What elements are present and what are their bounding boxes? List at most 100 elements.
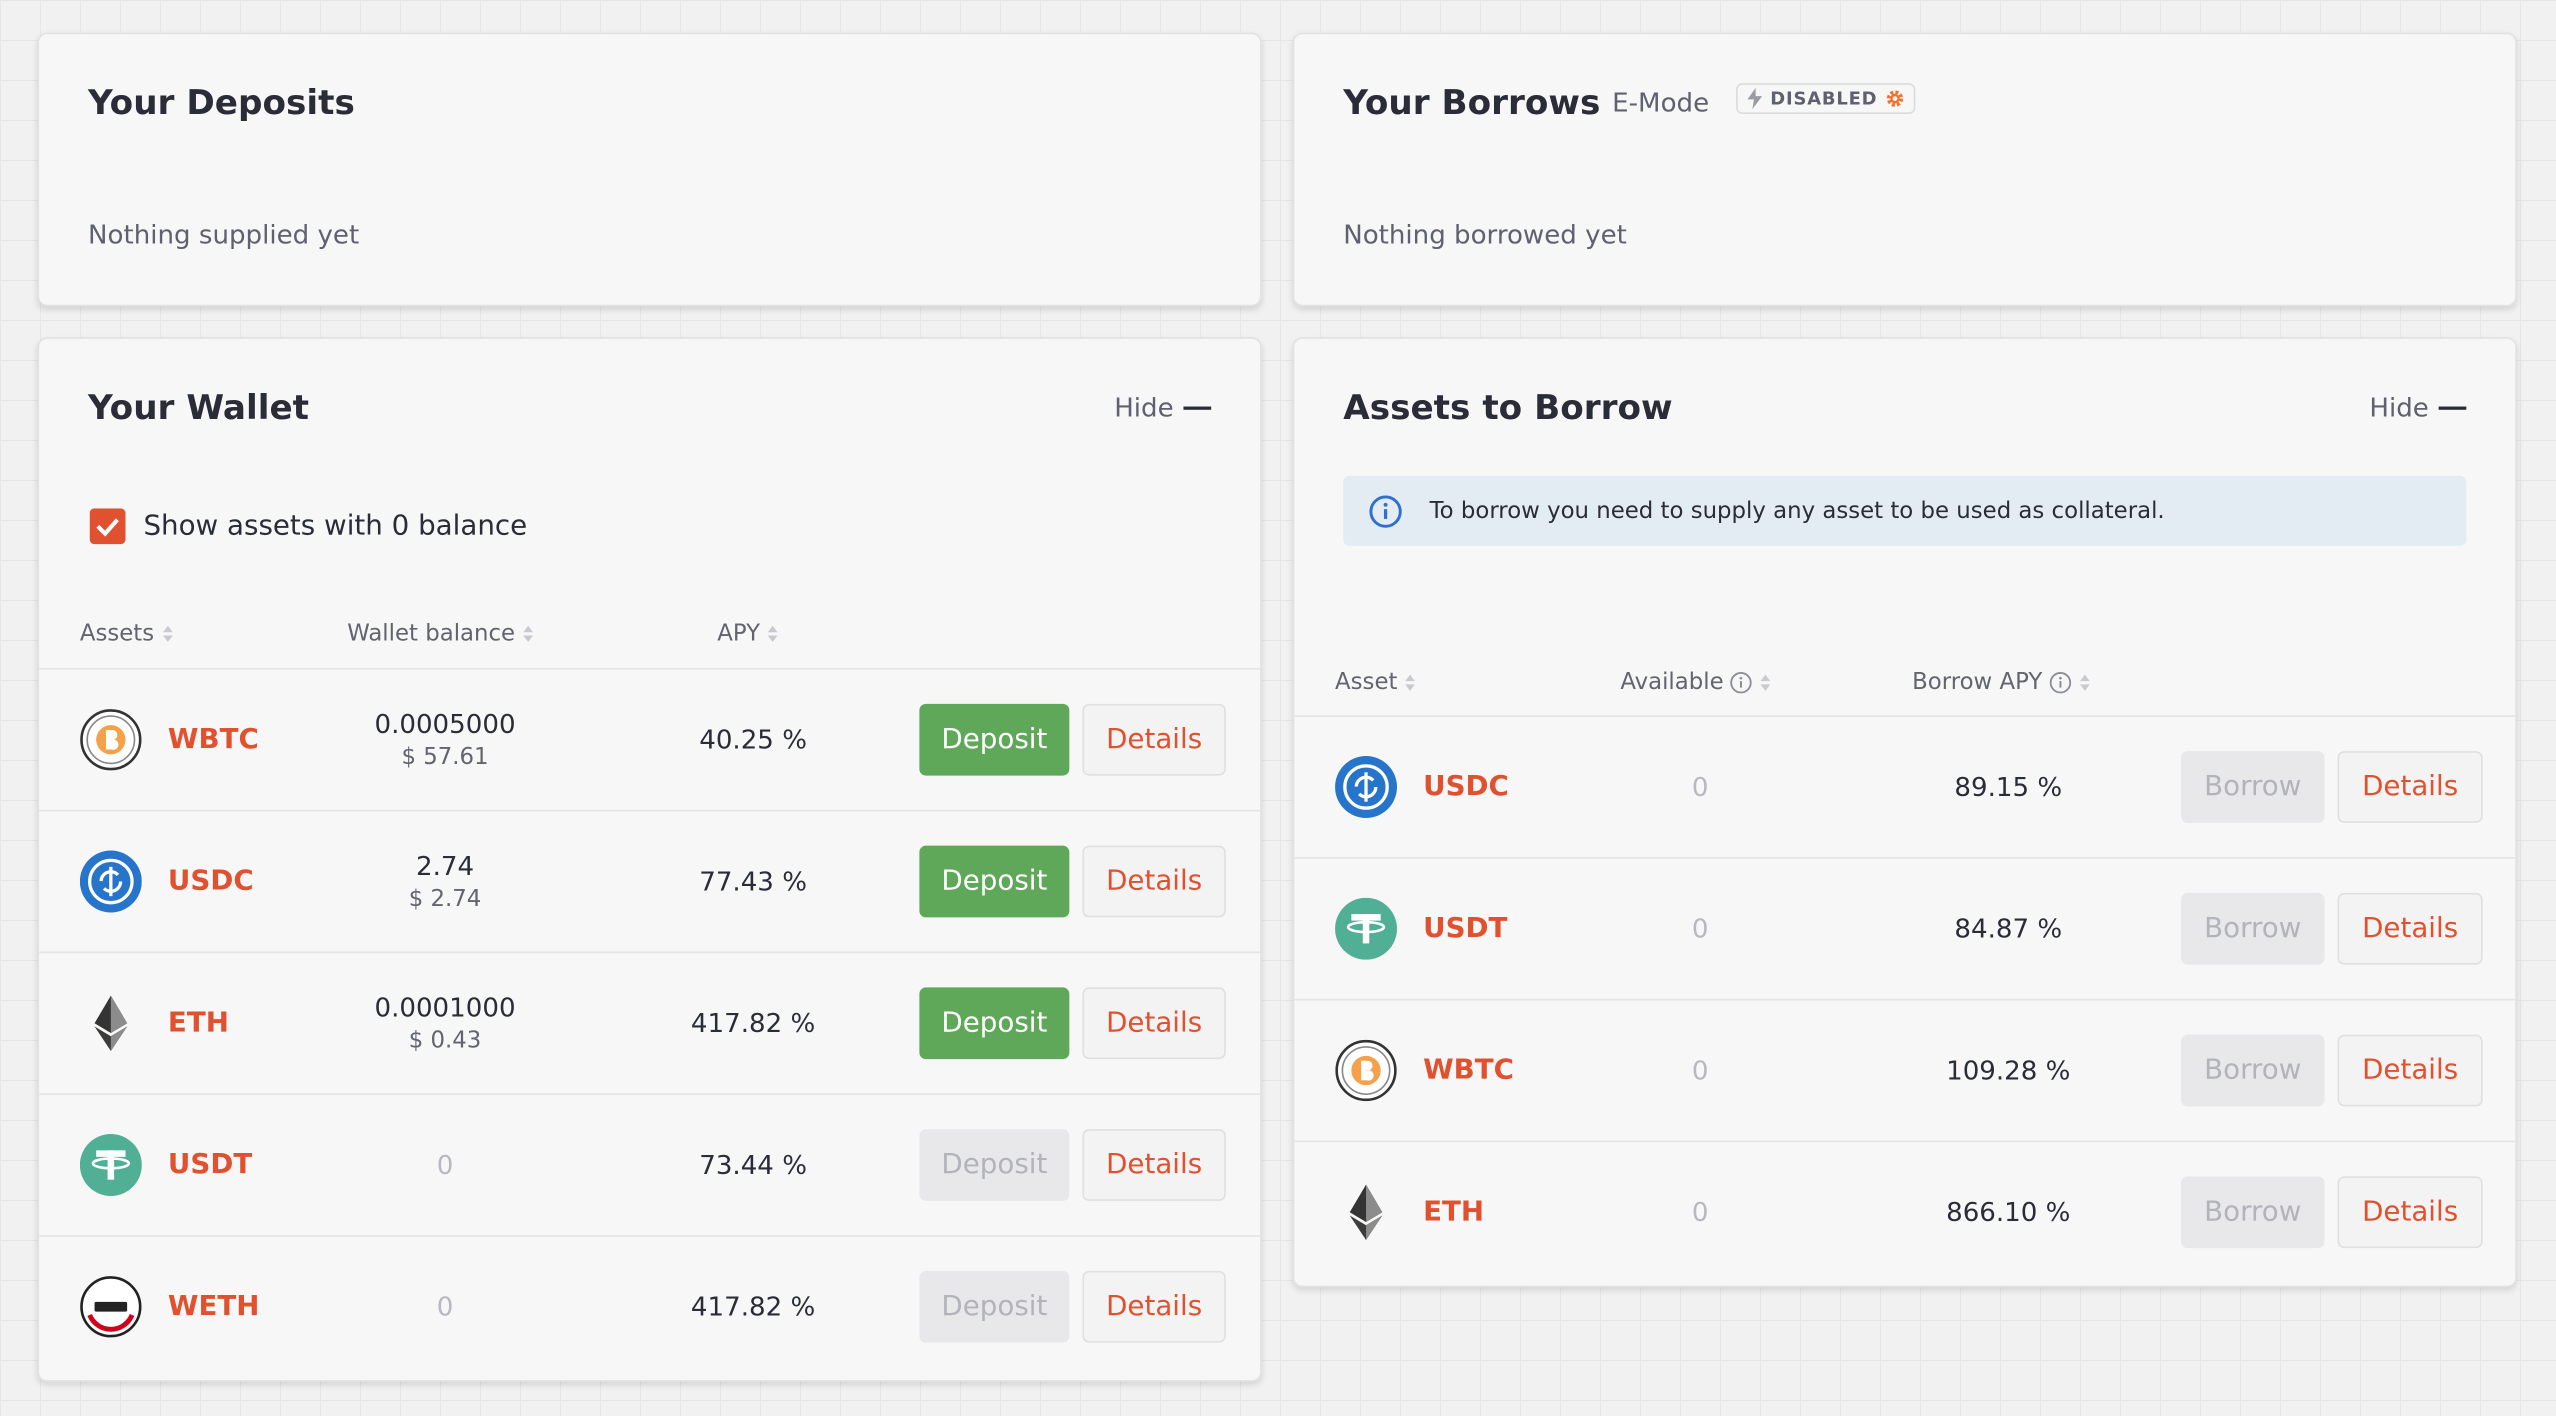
balance-amount: 0: [436, 1149, 454, 1181]
details-button[interactable]: Details: [1082, 703, 1226, 776]
borrow-button[interactable]: Borrow: [2181, 1176, 2325, 1249]
deposit-button[interactable]: Deposit: [919, 987, 1070, 1060]
emode-label: E-Mode: [1612, 87, 1710, 119]
wallet-balance: 2.74 $ 2.74: [409, 851, 482, 913]
asset-name: USDC: [167, 865, 254, 898]
hide-label: Hide: [2369, 391, 2429, 423]
sort-icon: [1759, 673, 1772, 693]
info-icon: [1369, 494, 1402, 527]
deposit-button[interactable]: Deposit: [919, 1129, 1070, 1201]
available: 0: [1691, 771, 1709, 803]
borrow-button[interactable]: Borrow: [2181, 751, 2325, 823]
card-title: Your Borrows: [1343, 83, 1601, 123]
asset-icon: [79, 1134, 142, 1196]
borrow-apy: 89.15 %: [1954, 771, 2063, 803]
balance-usd: $ 0.43: [408, 1028, 482, 1055]
deposits-card: Your Deposits Nothing supplied yet: [37, 32, 1262, 307]
column-header[interactable]: Asset: [1335, 670, 1417, 696]
details-button[interactable]: Details: [2337, 1034, 2483, 1107]
asset-icon: [1335, 1039, 1397, 1102]
wallet-balance: 0.0005000 $ 57.61: [374, 709, 515, 771]
asset-icon: [1335, 756, 1397, 818]
details-button[interactable]: Details: [1082, 1270, 1226, 1343]
empty-message: Nothing borrowed yet: [1343, 219, 1627, 251]
asset-row: WBTC 0.0005000 $ 57.61 40.25 % Deposit Detail…: [39, 668, 1261, 811]
asset-row: USDT 0 73.44 % Deposit Details: [39, 1093, 1261, 1236]
asset-row: ETH 0.0001000 $ 0.43 417.82 % Deposit Details: [39, 951, 1261, 1095]
sort-icon: [522, 624, 535, 644]
column-header[interactable]: Available: [1620, 670, 1772, 696]
minus-icon: [1183, 405, 1212, 409]
asset-icon: [80, 1276, 142, 1338]
balance-usd: $ 2.74: [408, 886, 482, 913]
apy: 40.25 %: [699, 724, 807, 756]
hide-label: Hide: [1114, 391, 1174, 423]
emode-badge[interactable]: DISABLED: [1736, 83, 1915, 116]
asset-name: USDC: [1423, 770, 1509, 804]
hide-toggle[interactable]: Hide: [2369, 391, 2467, 423]
empty-message: Nothing supplied yet: [88, 219, 360, 251]
emode-status: DISABLED: [1770, 87, 1878, 110]
details-button[interactable]: Details: [2337, 751, 2483, 823]
column-header[interactable]: APY: [717, 621, 779, 647]
asset-icon: [1335, 1181, 1397, 1243]
borrow-button[interactable]: Borrow: [2181, 1034, 2325, 1107]
card-title: Assets to Borrow: [1343, 387, 1673, 427]
asset-name: ETH: [167, 1006, 229, 1040]
column-label: Assets: [79, 620, 155, 647]
asset-row: USDC 0 89.15 % Borrow Details: [1294, 715, 2516, 858]
balance-amount: 0.0001000: [374, 992, 516, 1024]
borrow-apy: 109.28 %: [1946, 1055, 2071, 1086]
card-title: Your Wallet: [88, 387, 310, 427]
asset-row: USDC 2.74 $ 2.74 77.43 % Deposit Details: [39, 809, 1261, 953]
borrow-button[interactable]: Borrow: [2181, 892, 2325, 965]
borrow-assets-card: Assets to Borrow Hide To borrow you need…: [1292, 337, 2517, 1288]
balance-amount: 0.0005000: [374, 708, 516, 740]
balance-amount: 2.74: [415, 850, 475, 882]
card-title: Your Deposits: [88, 83, 355, 123]
deposit-button[interactable]: Deposit: [919, 1270, 1070, 1343]
asset-row: USDT 0 84.87 % Borrow Details: [1294, 857, 2516, 1000]
asset-icon: [80, 992, 142, 1054]
details-button[interactable]: Details: [2337, 1176, 2483, 1249]
column-label: Available: [1620, 669, 1724, 696]
deposit-button[interactable]: Deposit: [919, 703, 1070, 776]
balance-amount: 0: [436, 1291, 454, 1323]
column-header[interactable]: Borrow APY: [1912, 670, 2091, 696]
details-button[interactable]: Details: [1082, 987, 1226, 1060]
asset-row: ETH 0 866.10 % Borrow Details: [1294, 1140, 2516, 1284]
notice-text: To borrow you need to supply any asset t…: [1429, 497, 2165, 524]
balance-usd: $ 57.61: [401, 744, 489, 771]
details-button[interactable]: Details: [1082, 1129, 1226, 1201]
sort-icon: [1404, 673, 1417, 693]
column-label: Wallet balance: [347, 620, 516, 647]
details-button[interactable]: Details: [2337, 892, 2483, 965]
borrows-card: Your Borrows E-Mode DISABLED Nothing bor…: [1292, 32, 2517, 307]
info-icon: [2049, 671, 2072, 694]
info-icon: [1730, 671, 1753, 694]
column-label: APY: [717, 620, 761, 647]
details-button[interactable]: Details: [1082, 845, 1226, 918]
checkbox[interactable]: [89, 508, 126, 545]
zero-balance-toggle[interactable]: Show assets with 0 balance: [89, 508, 528, 545]
column-header[interactable]: Assets: [80, 621, 174, 647]
asset-icon: [80, 709, 142, 771]
column-header[interactable]: Wallet balance: [347, 621, 534, 647]
borrow-apy: 866.10 %: [1946, 1196, 2071, 1228]
apy: 73.44 %: [699, 1149, 807, 1181]
available: 0: [1691, 913, 1709, 945]
hide-toggle[interactable]: Hide: [1114, 391, 1212, 423]
available: 0: [1691, 1196, 1709, 1228]
asset-name: WBTC: [167, 723, 259, 757]
wallet-balance: 0: [437, 1291, 454, 1322]
asset-row: WBTC 0 109.28 % Borrow Details: [1294, 998, 2516, 1142]
wallet-card: Your Wallet Hide Show assets with 0 bala…: [37, 337, 1262, 1382]
asset-row: WETH 0 417.82 % Deposit Details: [39, 1235, 1261, 1378]
apy: 417.82 %: [690, 1291, 816, 1323]
deposit-button[interactable]: Deposit: [919, 845, 1070, 918]
sort-icon: [161, 624, 174, 644]
checkbox-label: Show assets with 0 balance: [143, 510, 528, 543]
asset-icon: [79, 850, 142, 913]
